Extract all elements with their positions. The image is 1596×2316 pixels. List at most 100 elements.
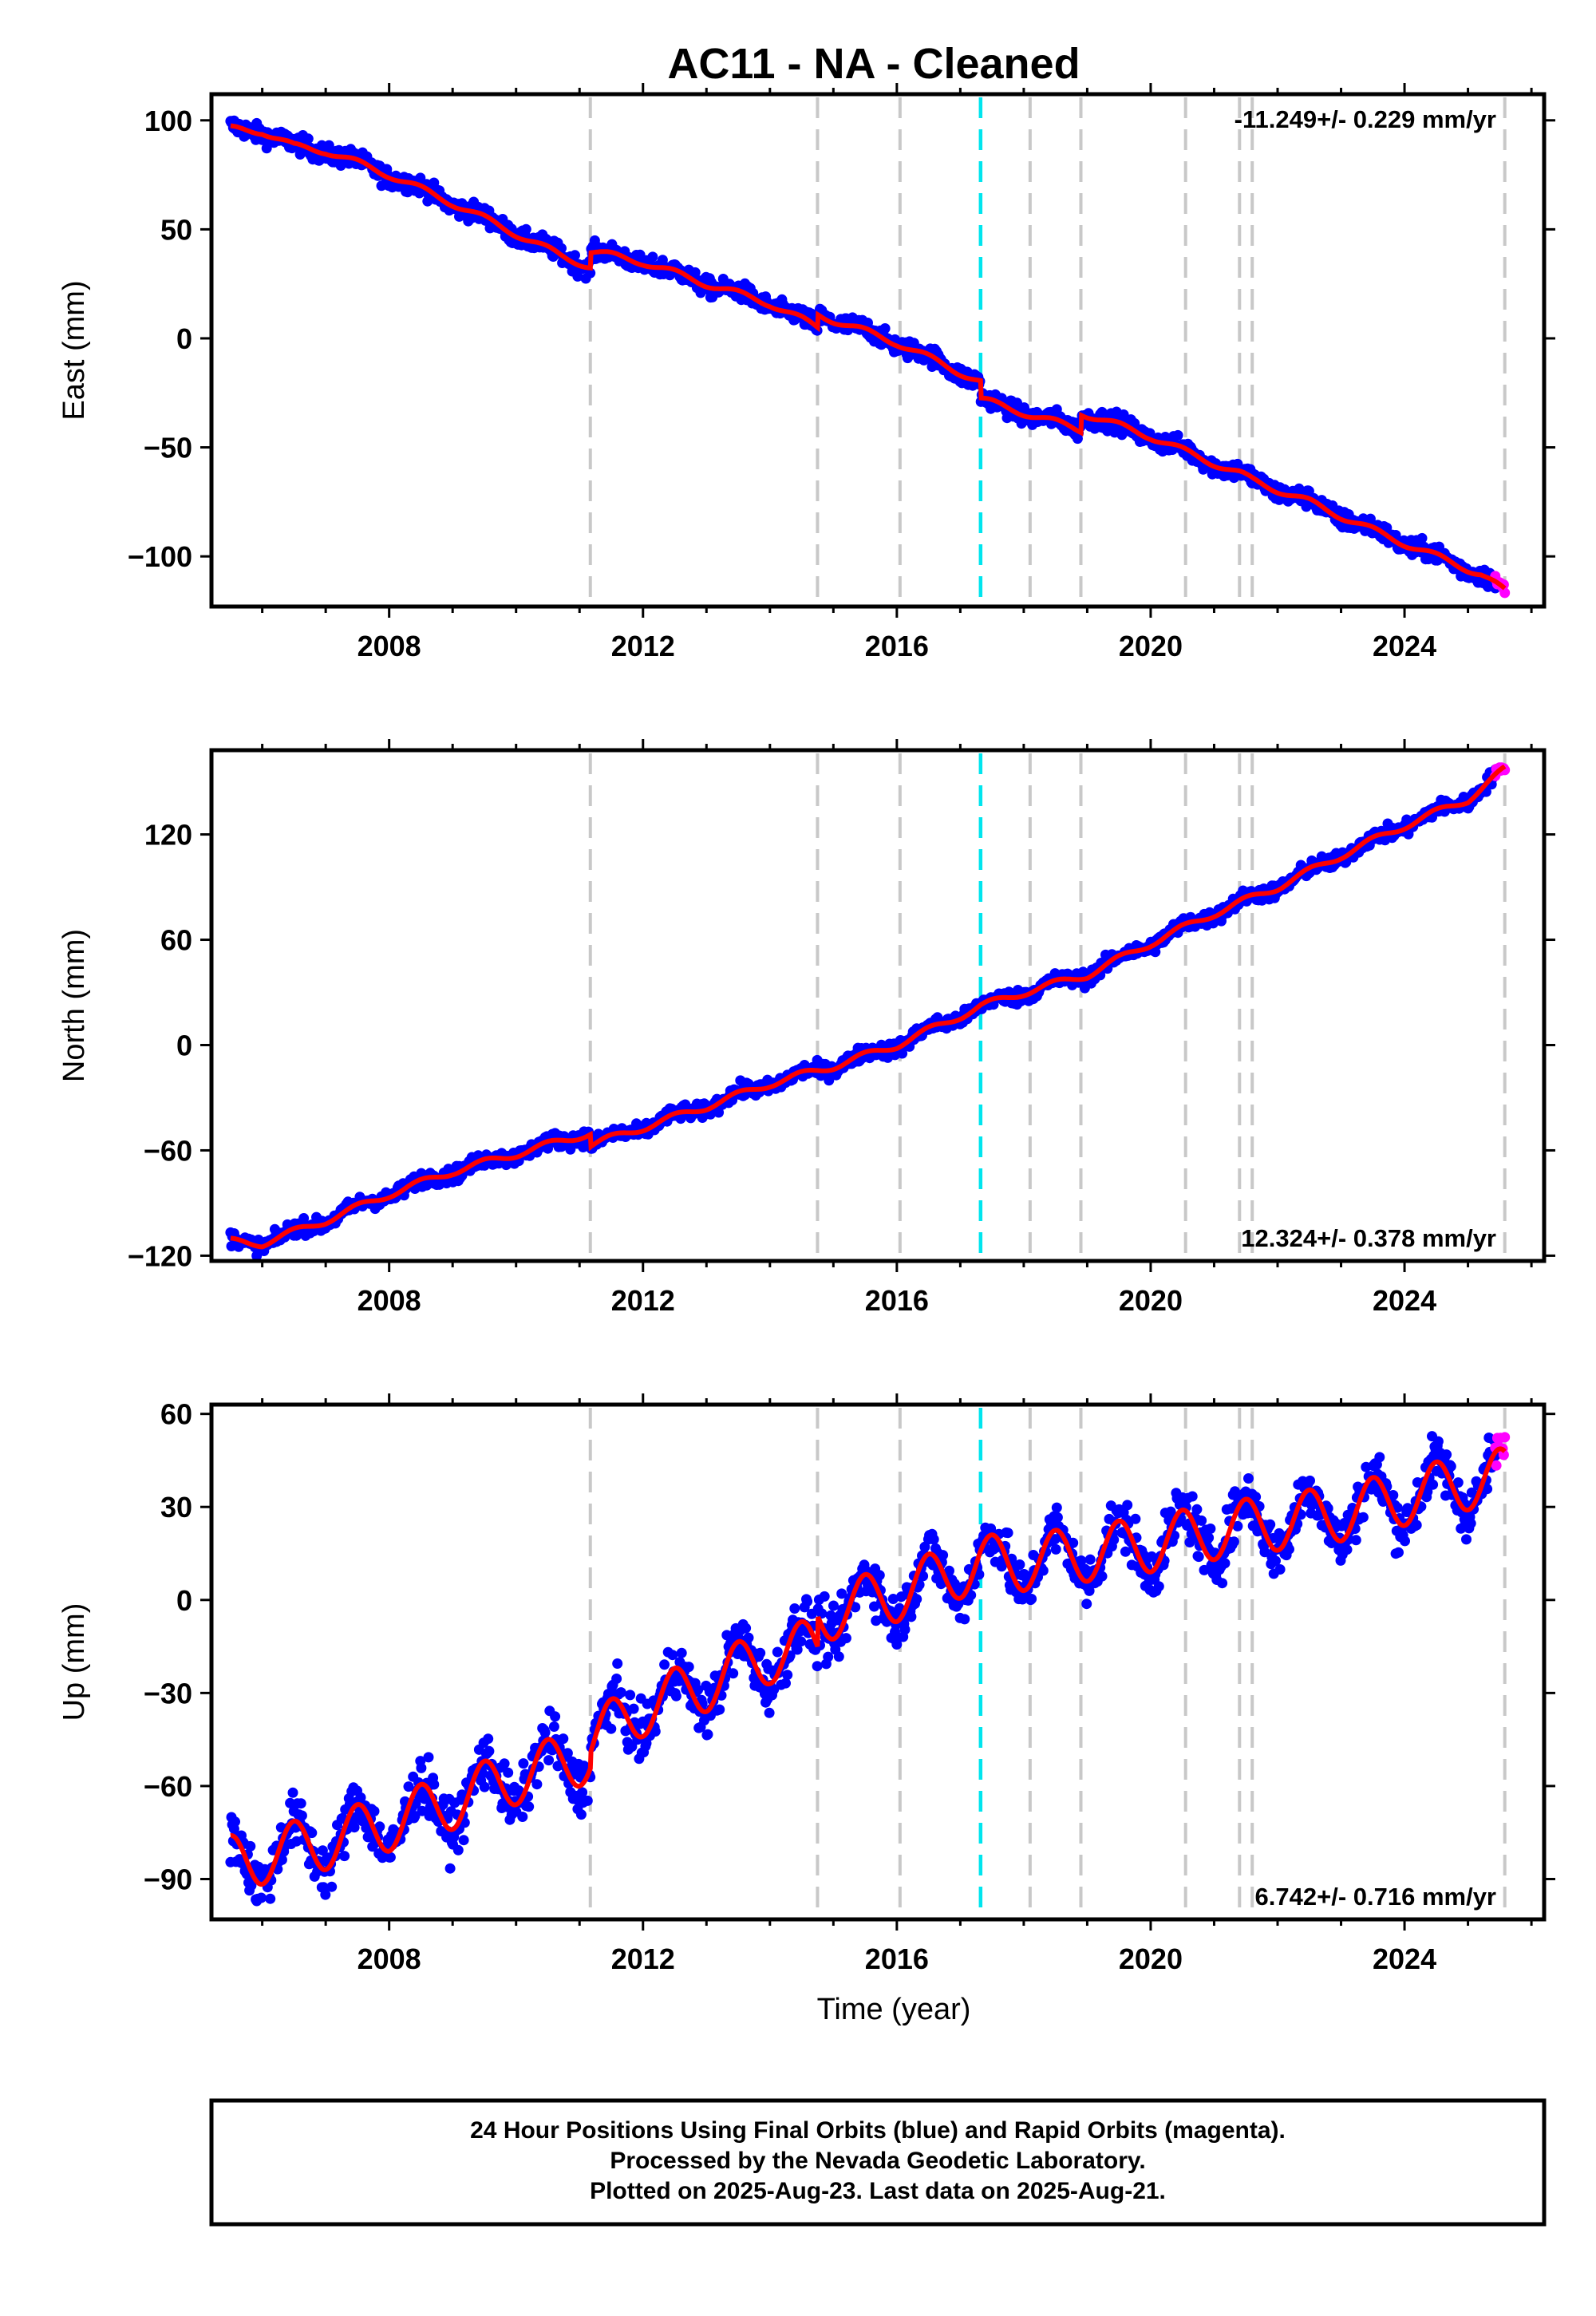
final-point [577,1787,588,1798]
footer-line-1: 24 Hour Positions Using Final Orbits (bl… [470,2117,1286,2144]
final-point [928,1534,939,1545]
final-point [1130,1513,1141,1524]
final-point [246,1880,257,1891]
footer-line-3: Plotted on 2025-Aug-23. Last data on 202… [590,2178,1166,2204]
final-point [543,1755,555,1766]
final-point [812,1661,823,1672]
final-point [911,1594,922,1605]
final-point [676,1647,687,1658]
model-line [230,123,1507,591]
final-point [1341,1544,1353,1555]
final-point [626,1741,638,1752]
x-tick-label: 2024 [1373,1284,1436,1317]
final-point [918,1571,929,1582]
final-point [483,1733,494,1745]
final-point [1081,1599,1092,1610]
final-point [585,267,596,279]
y-axis-label: East (mm) [57,280,91,420]
final-point [1381,522,1393,533]
final-point [1416,532,1428,543]
final-point [570,250,580,261]
final-point [255,1892,267,1903]
final-point [302,133,314,144]
final-point [1014,1559,1025,1570]
final-point [782,1670,793,1681]
final-point [1228,1536,1239,1547]
final-point [1265,1519,1276,1530]
y-axis-label: North (mm) [57,929,91,1082]
final-point [1084,1554,1096,1565]
final-point [1050,1543,1061,1555]
final-point [612,1658,623,1669]
final-point [1096,1571,1108,1582]
final-point [879,323,891,334]
final-point [670,1690,681,1701]
final-point [349,1822,360,1833]
final-point [1205,1524,1216,1534]
final-point [518,1758,529,1769]
final-point [693,1684,704,1695]
final-point [1274,1564,1286,1575]
x-tick-label: 2020 [1119,1943,1183,1975]
panel-up: −90 −60 −30 0 30 60 2008 2012 2016 2020 2024 Up (mm… [57,1393,1555,2026]
final-point [484,1745,495,1757]
final-point [713,1107,725,1118]
final-point [1193,1551,1204,1563]
final-point [659,1659,670,1670]
final-point [423,1752,434,1763]
final-point [1196,1515,1207,1526]
final-point [582,1795,593,1806]
final-point [1026,1594,1037,1604]
final-point [802,1596,813,1607]
step-lines [588,97,1507,603]
final-point [944,1565,954,1576]
panel-frame [209,748,1547,1263]
final-point [355,1792,366,1803]
final-point [1452,1477,1464,1488]
final-point [1187,1491,1198,1502]
y-tick-label: 30 [160,1491,192,1524]
x-axis-label: Time (year) [817,1993,971,2026]
final-point [874,1570,885,1581]
final-point [575,1809,587,1820]
final-point [906,1611,917,1622]
final-point [836,1588,847,1599]
final-point [369,1806,380,1816]
final-point [789,1603,800,1614]
final-point [1052,1512,1063,1523]
final-point [503,1767,514,1778]
final-point [840,1633,851,1644]
panel-north: −120 −60 0 60 120 2008 2012 2016 2020 2024 North (… [57,739,1555,1317]
y-tick-label: 50 [160,213,192,246]
final-point [306,1828,318,1839]
y-tick-label: 120 [144,819,192,852]
final-point [1392,1502,1403,1513]
final-point [606,1723,617,1734]
y-tick-label: −60 [144,1134,192,1167]
final-point [1243,1473,1254,1484]
y-tick-label: −60 [144,1770,192,1803]
final-point [362,1832,373,1843]
y-tick-label: 60 [160,924,192,957]
final-point [816,1608,828,1619]
x-tick-label: 2024 [1373,630,1436,662]
final-point [444,1863,456,1874]
final-point [755,1647,766,1658]
final-point [429,1779,440,1790]
final-point [403,1781,414,1792]
final-point [1305,1475,1315,1486]
final-point [743,1632,754,1643]
footer-line-2: Processed by the Nevada Geodetic Laborat… [610,2148,1145,2174]
final-point [520,223,531,235]
panel-frame [209,92,1547,609]
panel-frame [209,1402,1547,1922]
final-point [650,1726,661,1737]
final-point [1270,1555,1281,1567]
final-point [828,1600,839,1611]
final-point [647,251,658,263]
final-point [385,1852,396,1863]
final-point [1482,1484,1493,1495]
final-point [287,1787,298,1798]
final-point [702,1729,713,1740]
